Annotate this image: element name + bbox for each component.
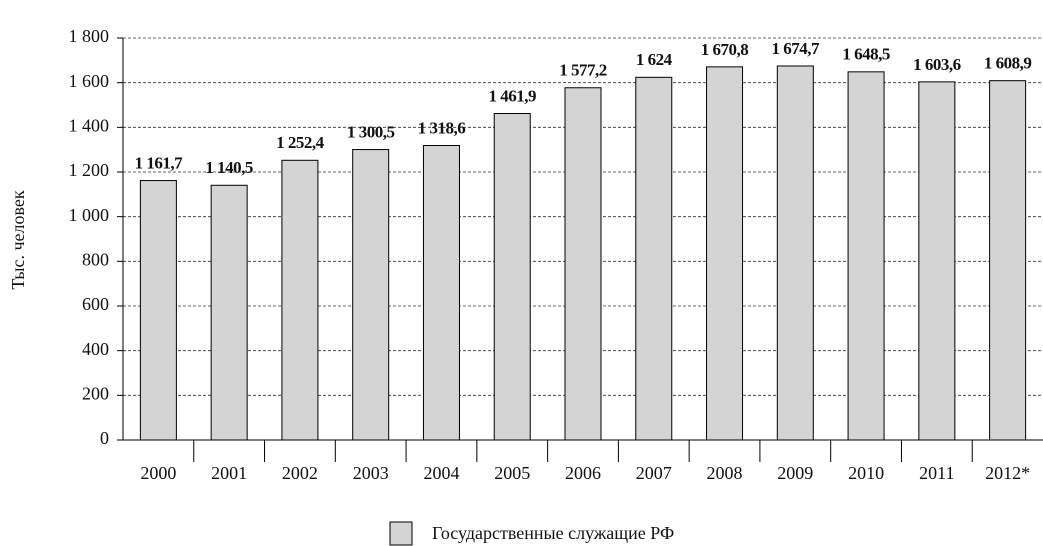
x-tick-label: 2006 (565, 463, 601, 483)
bar (776, 65, 814, 441)
x-tick-label: 2004 (423, 463, 459, 483)
data-label: 1 603,6 (913, 55, 961, 74)
y-tick-label: 0 (100, 428, 109, 448)
x-tick-label: 2012* (985, 463, 1030, 483)
x-tick-label: 2001 (211, 463, 247, 483)
legend-swatch (389, 521, 413, 546)
x-tick-label: 2008 (707, 463, 743, 483)
x-tick-label: 2007 (636, 463, 672, 483)
data-label: 1 461,9 (488, 86, 536, 105)
y-tick-label: 400 (82, 339, 109, 359)
y-tick-label: 600 (82, 294, 109, 314)
y-tick-label: 1 800 (69, 26, 110, 46)
x-tick-label: 2003 (353, 463, 389, 483)
y-axis-label: Тыс. человек (8, 190, 28, 290)
data-label: 1 161,7 (135, 153, 184, 172)
data-label: 1 318,6 (418, 118, 466, 137)
bar (847, 71, 885, 441)
bar (352, 149, 390, 441)
x-tick-label: 2002 (282, 463, 318, 483)
y-tick-label: 1 200 (69, 160, 110, 180)
data-label: 1 577,2 (559, 61, 607, 80)
bar (281, 159, 319, 441)
y-tick-label: 1 400 (69, 115, 110, 135)
data-label: 1 300,5 (347, 122, 395, 141)
bar (139, 180, 177, 441)
data-label: 1 624 (636, 50, 673, 69)
y-tick-label: 200 (82, 383, 109, 403)
y-tick-label: 1 600 (69, 71, 110, 91)
legend-label: Государственные служащие РФ (432, 523, 674, 543)
x-tick-label: 2000 (140, 463, 176, 483)
data-label: 1 252,4 (276, 133, 325, 152)
bar (210, 184, 248, 441)
x-tick-label: 2005 (494, 463, 530, 483)
bar (422, 145, 460, 441)
bar (989, 80, 1027, 441)
x-tick-label: 2010 (848, 463, 884, 483)
x-tick-label: 2011 (919, 463, 954, 483)
y-tick-label: 800 (82, 249, 109, 269)
data-label: 1 140,5 (205, 158, 253, 177)
data-label: 1 674,7 (772, 39, 821, 58)
y-tick-label: 1 000 (69, 205, 110, 225)
data-label: 1 608,9 (984, 54, 1032, 73)
data-label: 1 670,8 (701, 40, 749, 59)
bar (635, 76, 673, 441)
bar (493, 113, 531, 441)
bar (918, 81, 956, 441)
bar (564, 87, 602, 441)
bar (706, 66, 744, 441)
data-label: 1 648,5 (842, 45, 890, 64)
x-tick-label: 2009 (777, 463, 813, 483)
